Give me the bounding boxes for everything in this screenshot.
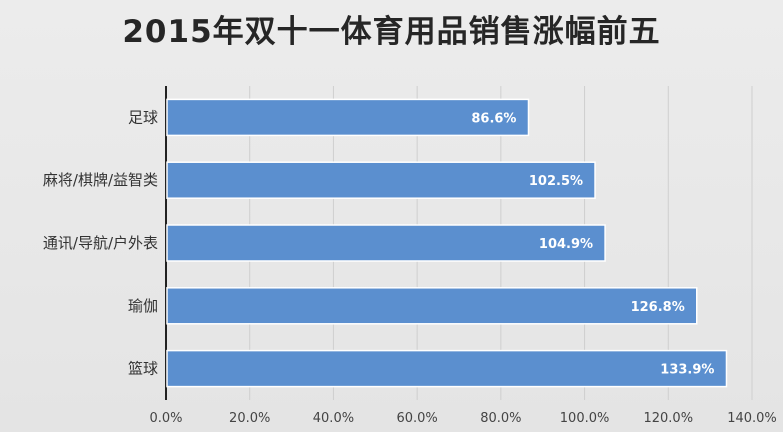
data-label: 133.9% bbox=[660, 363, 714, 378]
x-tick-label: 0.0% bbox=[149, 411, 182, 426]
chart-title: 2015年双十一体育用品销售涨幅前五 bbox=[122, 14, 661, 50]
category-label: 麻将/棋牌/益智类 bbox=[43, 171, 158, 189]
x-tick-label: 40.0% bbox=[313, 411, 354, 426]
x-tick-label: 120.0% bbox=[643, 411, 693, 426]
data-label: 104.9% bbox=[539, 237, 593, 252]
x-tick-label: 60.0% bbox=[396, 411, 437, 426]
bar bbox=[166, 287, 698, 325]
bar bbox=[166, 224, 606, 262]
bar bbox=[166, 349, 728, 388]
bar bbox=[166, 98, 530, 137]
category-label: 篮球 bbox=[128, 360, 158, 378]
x-tick-label: 140.0% bbox=[727, 411, 777, 426]
data-label: 102.5% bbox=[529, 174, 583, 189]
data-label: 86.6% bbox=[471, 111, 516, 126]
category-label: 通讯/导航/户外表 bbox=[43, 234, 158, 252]
category-label: 足球 bbox=[128, 108, 158, 126]
x-tick-label: 20.0% bbox=[229, 411, 270, 426]
category-label: 瑜伽 bbox=[128, 297, 158, 315]
data-label: 126.8% bbox=[631, 300, 685, 315]
x-tick-label: 80.0% bbox=[480, 411, 521, 426]
bar bbox=[166, 161, 596, 199]
x-tick-label: 100.0% bbox=[560, 411, 610, 426]
